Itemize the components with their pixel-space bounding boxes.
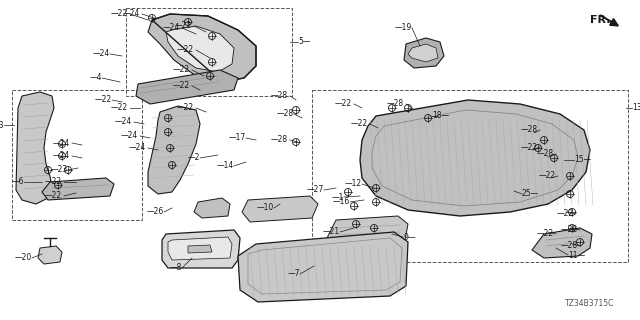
Text: 9—: 9—: [403, 233, 415, 242]
Polygon shape: [242, 196, 318, 222]
Text: —24: —24: [115, 117, 132, 126]
Polygon shape: [532, 228, 592, 258]
Text: —24: —24: [129, 143, 146, 153]
Text: —22: —22: [537, 229, 554, 238]
Text: —10: —10: [257, 204, 274, 212]
Text: —26: —26: [147, 207, 164, 217]
Text: —24: —24: [163, 23, 180, 33]
Text: —21: —21: [323, 228, 340, 236]
Text: —22: —22: [177, 103, 194, 113]
Text: —22: —22: [173, 66, 190, 75]
Text: —22: —22: [111, 103, 128, 113]
Text: —28: —28: [521, 125, 538, 134]
Polygon shape: [188, 245, 212, 253]
Text: —22: —22: [95, 95, 112, 105]
Polygon shape: [148, 106, 200, 194]
Text: —24: —24: [123, 10, 140, 19]
Text: —1: —1: [332, 193, 344, 202]
Text: —7: —7: [287, 269, 300, 278]
Text: —27: —27: [307, 186, 324, 195]
Text: —24: —24: [52, 151, 70, 161]
Polygon shape: [238, 232, 408, 302]
Text: —24: —24: [93, 50, 110, 59]
Text: FR.: FR.: [590, 15, 611, 25]
Text: —23: —23: [51, 165, 68, 174]
Polygon shape: [162, 230, 240, 268]
Bar: [12, 90, 142, 220]
Text: —28: —28: [561, 242, 578, 251]
Text: —2: —2: [188, 154, 200, 163]
Text: 5—: 5—: [298, 37, 310, 46]
Text: —3: —3: [0, 121, 4, 130]
Text: —28: —28: [271, 135, 288, 145]
Text: —16: —16: [333, 197, 350, 206]
Text: —17: —17: [228, 133, 246, 142]
Text: —24: —24: [121, 132, 138, 140]
Text: —19: —19: [395, 23, 412, 33]
Text: —28: —28: [277, 109, 294, 118]
Text: TZ34B3715C: TZ34B3715C: [564, 299, 614, 308]
Text: 25—: 25—: [522, 189, 540, 198]
Text: 13—: 13—: [632, 103, 640, 113]
Polygon shape: [194, 198, 230, 218]
Polygon shape: [326, 216, 408, 250]
Text: —14: —14: [217, 162, 234, 171]
Text: 15—: 15—: [574, 156, 591, 164]
Text: —12: —12: [345, 180, 362, 188]
Bar: [126, 8, 292, 96]
Bar: [312, 90, 628, 262]
Text: —22: —22: [45, 178, 62, 187]
Text: —6: —6: [12, 178, 24, 187]
Polygon shape: [16, 92, 54, 204]
Polygon shape: [148, 14, 256, 82]
Polygon shape: [404, 38, 444, 68]
Text: —22: —22: [521, 142, 538, 151]
Text: —22: —22: [351, 119, 368, 129]
Text: —28: —28: [537, 149, 554, 158]
Text: —28: —28: [387, 100, 404, 108]
Text: —22: —22: [111, 10, 128, 19]
Text: 18—: 18—: [432, 111, 449, 121]
Text: 11—: 11—: [568, 251, 585, 260]
Text: —28: —28: [271, 92, 288, 100]
Text: —22: —22: [177, 45, 194, 54]
Polygon shape: [168, 237, 232, 260]
Text: —22: —22: [335, 100, 352, 108]
Text: —4: —4: [90, 74, 102, 83]
Text: —22: —22: [45, 191, 62, 201]
Text: —24: —24: [52, 139, 70, 148]
Text: —28: —28: [561, 226, 578, 235]
Text: —8: —8: [170, 263, 182, 273]
Text: —22: —22: [557, 210, 574, 219]
Text: —22: —22: [539, 172, 556, 180]
Text: —22: —22: [173, 82, 190, 91]
Polygon shape: [42, 178, 114, 200]
Polygon shape: [136, 70, 238, 104]
Polygon shape: [360, 100, 590, 216]
Polygon shape: [166, 26, 234, 72]
Text: —20: —20: [15, 253, 32, 262]
Text: —22: —22: [175, 21, 192, 30]
Polygon shape: [408, 44, 438, 62]
Polygon shape: [38, 246, 62, 264]
